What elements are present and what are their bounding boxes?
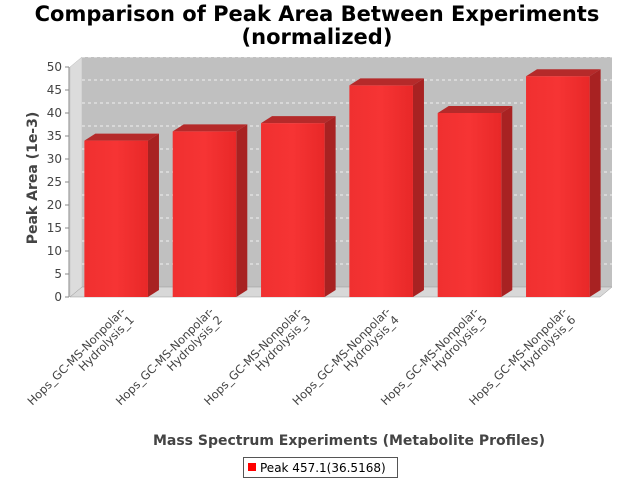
bar-front: [437, 113, 502, 297]
y-tick-label: 10: [47, 244, 62, 258]
chart-title-line-2: (normalized): [242, 25, 393, 49]
bar: [437, 106, 513, 297]
bars: [84, 69, 601, 298]
x-axis-title: Mass Spectrum Experiments (Metabolite Pr…: [153, 433, 545, 449]
bar-front: [172, 131, 237, 297]
y-tick-label: 45: [47, 83, 62, 97]
plot-side-wall: [69, 56, 83, 298]
bar-top: [526, 69, 601, 77]
bar-front: [84, 140, 148, 297]
y-tick-label: 20: [47, 198, 62, 212]
legend: Peak 457.1(36.5168): [243, 457, 398, 478]
bar-top: [437, 106, 513, 113]
bar: [349, 78, 424, 298]
bar-top: [172, 124, 248, 132]
y-tick-label: 0: [54, 290, 62, 304]
bar-side: [412, 78, 424, 298]
bar-front: [526, 76, 590, 297]
bar-front: [261, 123, 325, 298]
bar-top: [261, 116, 336, 124]
legend-swatch: [248, 463, 256, 471]
bar: [526, 69, 601, 297]
gridlines: [82, 56, 612, 265]
bar-side: [147, 133, 159, 297]
bar: [172, 124, 248, 298]
y-tick-label: 30: [47, 152, 62, 166]
bar-side: [236, 124, 248, 298]
y-tick-label: 50: [47, 60, 62, 74]
bar-top: [349, 78, 424, 86]
bar-side: [324, 116, 336, 298]
legend-label: Peak 457.1(36.5168): [260, 461, 386, 475]
y-axis-title: Peak Area (1e-3): [25, 112, 41, 245]
legend-box: [243, 457, 398, 478]
y-tick-label: 5: [54, 267, 62, 281]
y-tick-label: 15: [47, 221, 62, 235]
bar-front: [349, 85, 413, 298]
y-tick-label: 35: [47, 129, 62, 143]
y-axis: 0 5 10 15 20 25 30 35 40 45 50: [47, 60, 70, 304]
y-tick-label: 25: [47, 175, 62, 189]
bar-side: [589, 69, 601, 297]
bar-side: [501, 106, 513, 297]
x-axis-labels: Hops_GC-MS-Nonpolar-Hydrolysis_1Hops_GC-…: [24, 304, 578, 408]
y-tick-label: 40: [47, 106, 62, 120]
bar: [84, 133, 159, 297]
chart-title-line-1: Comparison of Peak Area Between Experime…: [35, 2, 600, 26]
bar: [261, 116, 336, 298]
bar-top: [84, 133, 159, 141]
